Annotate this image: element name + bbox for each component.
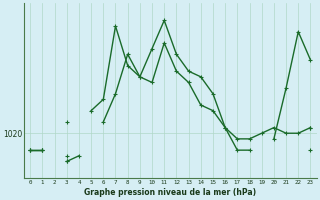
X-axis label: Graphe pression niveau de la mer (hPa): Graphe pression niveau de la mer (hPa): [84, 188, 256, 197]
